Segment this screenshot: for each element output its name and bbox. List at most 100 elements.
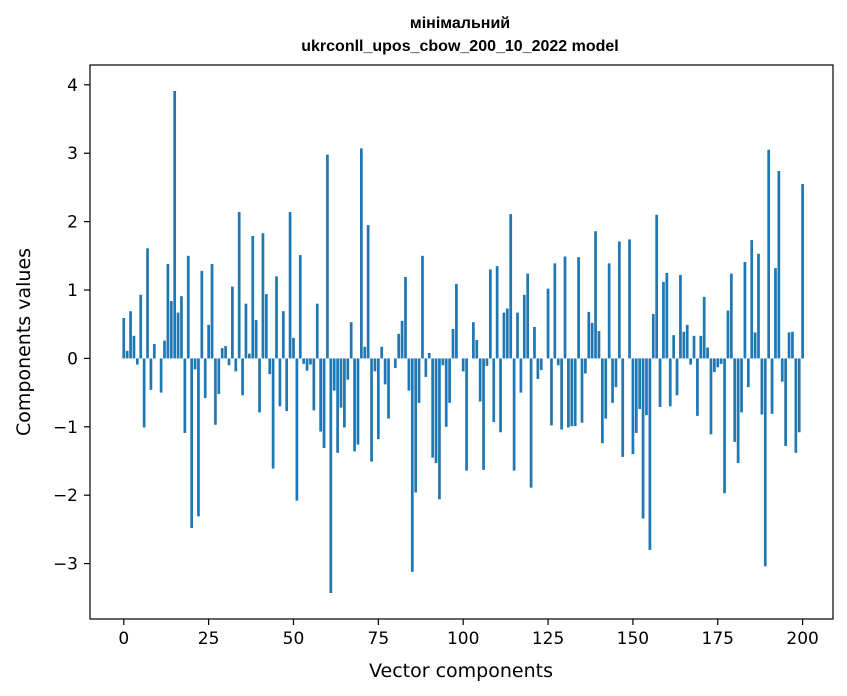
bar bbox=[448, 358, 451, 403]
bar bbox=[360, 148, 363, 359]
bar bbox=[380, 346, 384, 359]
bar bbox=[180, 296, 183, 359]
bar bbox=[682, 331, 686, 359]
bar bbox=[264, 294, 268, 359]
bar bbox=[743, 261, 747, 359]
x-tick-label: 200 bbox=[786, 629, 818, 649]
bar bbox=[723, 358, 726, 494]
bar bbox=[492, 358, 496, 423]
bar bbox=[685, 324, 689, 359]
bar bbox=[794, 358, 798, 453]
bar bbox=[329, 358, 333, 594]
bar bbox=[787, 332, 791, 359]
bar bbox=[285, 358, 289, 412]
bar bbox=[438, 358, 441, 500]
bar bbox=[173, 90, 177, 359]
bar bbox=[166, 264, 170, 359]
y-tick-label: −3 bbox=[53, 555, 78, 575]
bar bbox=[135, 358, 139, 365]
bar bbox=[292, 337, 295, 359]
bar bbox=[190, 358, 194, 529]
bar bbox=[275, 276, 278, 359]
chart-title-line-1: мінімальний bbox=[410, 15, 510, 32]
bar bbox=[539, 358, 543, 371]
bar bbox=[770, 358, 774, 414]
bar bbox=[139, 294, 143, 359]
bar bbox=[366, 225, 370, 359]
bar bbox=[129, 311, 132, 359]
bar bbox=[220, 348, 224, 359]
bar bbox=[726, 310, 730, 359]
bar bbox=[692, 335, 696, 359]
bar bbox=[125, 350, 129, 359]
x-tick-label: 100 bbox=[447, 629, 479, 649]
bar bbox=[641, 358, 645, 519]
bar bbox=[746, 358, 750, 388]
bar bbox=[336, 358, 339, 453]
bar bbox=[356, 358, 360, 445]
bar bbox=[258, 358, 261, 413]
bar bbox=[298, 255, 302, 359]
chart-title-line-2: ukrconll_upos_cbow_200_10_2022 model bbox=[301, 38, 618, 55]
bar bbox=[550, 358, 553, 426]
bar bbox=[417, 358, 421, 403]
bar bbox=[326, 154, 329, 359]
bar bbox=[601, 358, 604, 444]
bar bbox=[346, 358, 350, 380]
bar bbox=[217, 358, 221, 394]
y-tick-label: −2 bbox=[53, 486, 78, 506]
bar bbox=[526, 273, 530, 359]
bar bbox=[478, 358, 482, 402]
bar bbox=[590, 322, 594, 359]
bar bbox=[519, 358, 523, 393]
bar bbox=[516, 312, 519, 359]
y-tick-label: −1 bbox=[53, 418, 78, 438]
bar bbox=[488, 269, 492, 359]
bar bbox=[227, 358, 231, 366]
bar bbox=[414, 358, 418, 493]
bar bbox=[594, 231, 597, 359]
bar bbox=[407, 358, 411, 391]
bar bbox=[200, 270, 204, 359]
x-axis-label: Vector components bbox=[369, 660, 553, 682]
bar bbox=[431, 358, 435, 458]
bar bbox=[607, 263, 611, 359]
bar bbox=[621, 358, 625, 457]
bar bbox=[441, 358, 445, 366]
bar bbox=[214, 358, 217, 425]
bar bbox=[777, 171, 781, 359]
bar bbox=[455, 283, 458, 359]
bar bbox=[577, 257, 580, 359]
bar bbox=[186, 255, 190, 359]
bar bbox=[248, 353, 251, 359]
bar bbox=[702, 296, 706, 359]
bar bbox=[753, 332, 757, 359]
x-axis-ticks: 0 25 50 75 100 125 150 175 200 bbox=[118, 619, 819, 649]
plot-frame bbox=[89, 64, 834, 620]
bar bbox=[784, 358, 788, 446]
bar bbox=[512, 358, 516, 471]
bar bbox=[584, 358, 587, 374]
bar bbox=[645, 358, 648, 416]
bar bbox=[353, 358, 356, 452]
bar-series bbox=[122, 90, 804, 594]
bar bbox=[393, 358, 397, 368]
bar bbox=[295, 358, 299, 501]
bar bbox=[729, 273, 733, 359]
bar bbox=[482, 358, 485, 470]
bar bbox=[383, 358, 387, 385]
bar bbox=[736, 358, 740, 464]
y-axis-ticks: −3 −2 −1 0 1 2 3 4 bbox=[53, 76, 90, 575]
x-tick-label: 25 bbox=[198, 629, 220, 649]
bar bbox=[706, 347, 709, 359]
bar bbox=[349, 322, 353, 359]
bar bbox=[587, 311, 591, 359]
bar bbox=[505, 308, 509, 359]
bar bbox=[760, 358, 764, 415]
bar bbox=[536, 358, 540, 379]
bar bbox=[203, 358, 207, 399]
bar bbox=[713, 358, 716, 373]
y-tick-label: 1 bbox=[67, 281, 78, 301]
bar bbox=[604, 358, 608, 419]
bar bbox=[580, 358, 584, 423]
